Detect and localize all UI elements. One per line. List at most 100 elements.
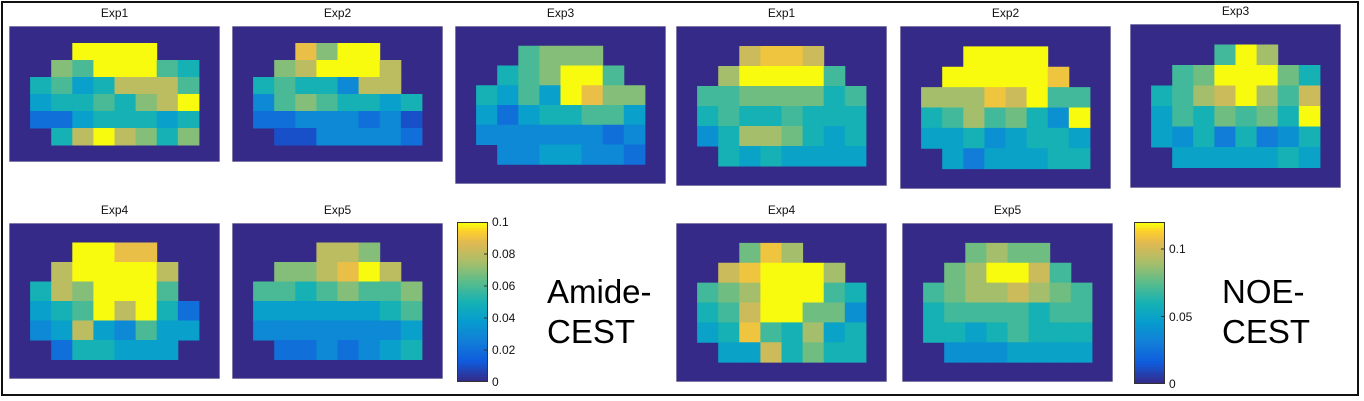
- group-label: NOE- CEST: [1222, 272, 1310, 352]
- colorbar-segment: [457, 342, 488, 346]
- colorbar-segment: [1134, 292, 1165, 297]
- colorbar-segment: [1134, 232, 1165, 236]
- colorbar-segment: [457, 229, 488, 233]
- heatmap-cell: [51, 60, 73, 78]
- heatmap-plot: [232, 223, 443, 379]
- panel-title: Exp5: [993, 203, 1022, 217]
- colorbar-segment: [457, 227, 488, 231]
- colorbar-segment: [457, 252, 488, 256]
- heatmap-cell: [1172, 106, 1194, 127]
- heatmap-cell: [358, 94, 381, 112]
- heatmap-cell: [316, 301, 338, 321]
- heatmap-cell: [942, 107, 964, 129]
- heatmap-cell: [114, 340, 137, 360]
- heatmap-cell: [739, 146, 761, 167]
- heatmap-cell: [51, 77, 73, 95]
- heatmap-cell: [93, 242, 115, 263]
- colorbar-segment: [1134, 323, 1165, 327]
- heatmap-cell: [379, 262, 402, 282]
- colorbar-segment: [1134, 346, 1165, 350]
- heatmap-cell: [823, 302, 846, 323]
- heatmap-panel: Exp3: [1130, 4, 1341, 188]
- heatmap-cell: [965, 322, 987, 343]
- colorbar-segment: [1134, 285, 1165, 289]
- heatmap-cell: [802, 322, 825, 343]
- colorbar-segment: [457, 224, 488, 228]
- heatmap-cell: [1256, 126, 1279, 148]
- heatmap-cell: [295, 43, 317, 61]
- heatmap-cell: [984, 148, 1006, 170]
- heatmap-cell: [844, 106, 867, 127]
- heatmap-cell: [1277, 147, 1300, 168]
- group-label-line: CEST: [547, 313, 636, 350]
- heatmap-cell: [1070, 282, 1093, 304]
- heatmap-cell: [156, 94, 179, 112]
- heatmap-cell: [316, 128, 338, 146]
- heatmap-cell: [135, 77, 158, 95]
- heatmap-cell: [1049, 282, 1072, 304]
- heatmap-cell: [739, 302, 761, 323]
- colorbar-segment: [457, 294, 488, 298]
- heatmap-panel: Exp1: [9, 6, 220, 162]
- heatmap-cell: [72, 340, 94, 360]
- heatmap-cell: [1068, 107, 1091, 129]
- heatmap-cell: [697, 302, 719, 323]
- colorbar-segment: [457, 282, 488, 286]
- heatmap-panel: Exp5: [232, 203, 443, 379]
- heatmap-cell: [400, 128, 423, 146]
- heatmap-cell: [316, 340, 338, 360]
- colorbar-segment: [457, 359, 488, 363]
- heatmap-cell: [1298, 126, 1321, 148]
- heatmap-cell: [697, 86, 719, 107]
- heatmap-cell: [476, 105, 498, 126]
- heatmap-cell: [1007, 322, 1030, 343]
- colorbar-segment: [457, 284, 488, 288]
- heatmap-cell: [944, 342, 966, 363]
- heatmap-cell: [135, 262, 158, 282]
- heatmap-cell: [623, 124, 646, 145]
- heatmap-cell: [156, 340, 179, 360]
- heatmap-cell: [984, 127, 1006, 149]
- heatmap-cell: [114, 60, 137, 78]
- panel-title: Exp2: [323, 6, 352, 20]
- heatmap-cell: [760, 242, 782, 264]
- heatmap-cell: [379, 320, 402, 341]
- heatmap-cell: [1068, 127, 1091, 149]
- heatmap-cell: [72, 301, 94, 321]
- heatmap-plot: [900, 26, 1111, 189]
- colorbar-segment: [457, 264, 488, 268]
- heatmap-cell: [400, 111, 423, 129]
- heatmap-cell: [358, 281, 381, 302]
- heatmap-cell: [760, 46, 782, 67]
- heatmap-cell: [497, 85, 519, 106]
- heatmap-cell: [295, 128, 317, 146]
- colorbar-segment: [1134, 239, 1165, 243]
- heatmap-cell: [718, 66, 740, 87]
- heatmap-cell: [802, 262, 825, 284]
- heatmap-cell: [760, 262, 782, 284]
- heatmap-cell: [581, 65, 604, 86]
- heatmap-cell: [760, 282, 782, 304]
- heatmap-cell: [295, 340, 317, 360]
- heatmap-cell: [114, 242, 137, 263]
- heatmap-cell: [823, 126, 846, 147]
- heatmap-cell: [1026, 87, 1049, 109]
- panel-title: Exp4: [100, 203, 129, 217]
- heatmap-cell: [986, 302, 1008, 323]
- heatmap-cell: [1193, 85, 1215, 107]
- heatmap-cell: [1277, 106, 1300, 127]
- heatmap-cell: [114, 94, 137, 112]
- heatmap-cell: [379, 340, 402, 360]
- heatmap-cell: [295, 281, 317, 302]
- heatmap-cell: [337, 301, 360, 321]
- heatmap-cell: [114, 128, 137, 146]
- colorbar-segment: [1134, 297, 1165, 302]
- heatmap-cell: [400, 340, 423, 360]
- colorbar-segment: [457, 354, 488, 358]
- heatmap-cell: [135, 301, 158, 321]
- heatmap-cell: [781, 66, 804, 87]
- heatmap-cell: [986, 282, 1008, 304]
- heatmap-cell: [1172, 65, 1194, 86]
- heatmap-cell: [1028, 242, 1051, 264]
- heatmap-cell: [72, 262, 94, 282]
